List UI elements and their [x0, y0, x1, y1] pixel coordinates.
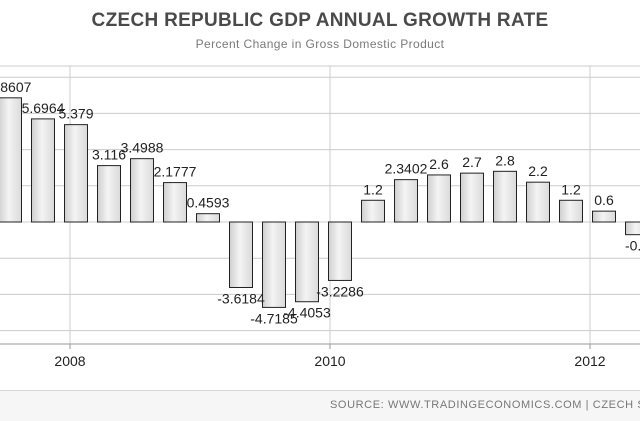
bar-chart: 6.86075.69645.3793.1163.49882.17770.4593… — [0, 0, 640, 390]
bar-2007Q3 — [32, 119, 55, 222]
data-label: 2.8 — [495, 152, 515, 168]
bar-2009Q2 — [263, 222, 286, 307]
data-label: 6.8607 — [0, 79, 32, 95]
x-tick-label: 2012 — [574, 353, 605, 369]
data-label: -4.4053 — [283, 305, 331, 321]
x-tick-label: 2010 — [314, 353, 345, 369]
data-label: -0.7 — [625, 238, 640, 254]
data-label: 1.2 — [363, 181, 383, 197]
data-label: 1.2 — [561, 181, 581, 197]
bar-2012Q1 — [626, 222, 640, 235]
bar-2009Q1 — [230, 222, 253, 287]
x-axis-ticks: 2008 2010 2012 — [54, 344, 605, 369]
data-label: 0.6 — [594, 192, 614, 208]
data-label: 2.3402 — [385, 161, 428, 177]
data-label: -3.6184 — [217, 290, 265, 306]
bar-2008Q3 — [164, 183, 187, 222]
bar-2010Q1 — [362, 200, 385, 222]
data-label: 2.6 — [429, 156, 449, 172]
bar-2010Q2 — [395, 180, 418, 222]
bar-2007Q4 — [65, 125, 88, 222]
data-label: -3.2286 — [316, 283, 364, 299]
data-label: 5.379 — [58, 106, 93, 122]
bar-2010Q4 — [461, 173, 484, 222]
bars — [0, 98, 640, 308]
data-label: 3.4988 — [121, 140, 164, 156]
bar-2008Q4 — [197, 214, 220, 222]
x-tick-label: 2008 — [54, 353, 85, 369]
bar-2011Q1 — [494, 171, 517, 222]
bar-2011Q4 — [593, 211, 616, 222]
bar-2009Q3 — [296, 222, 319, 302]
bar-2007Q2 — [0, 98, 22, 222]
data-label: 0.4593 — [187, 195, 230, 211]
data-label: 2.7 — [462, 154, 482, 170]
source-text: SOURCE: WWW.TRADINGECONOMICS.COM | CZECH… — [330, 399, 640, 411]
bar-2009Q4 — [329, 222, 352, 280]
bar-2008Q1 — [98, 166, 121, 222]
data-label: 2.1777 — [154, 164, 197, 180]
bar-2011Q2 — [527, 182, 550, 222]
bar-2008Q2 — [131, 159, 154, 222]
data-label: 2.2 — [528, 163, 548, 179]
source-footer: SOURCE: WWW.TRADINGECONOMICS.COM | CZECH… — [0, 390, 640, 421]
bar-2011Q3 — [560, 200, 583, 222]
bar-2010Q3 — [428, 175, 451, 222]
